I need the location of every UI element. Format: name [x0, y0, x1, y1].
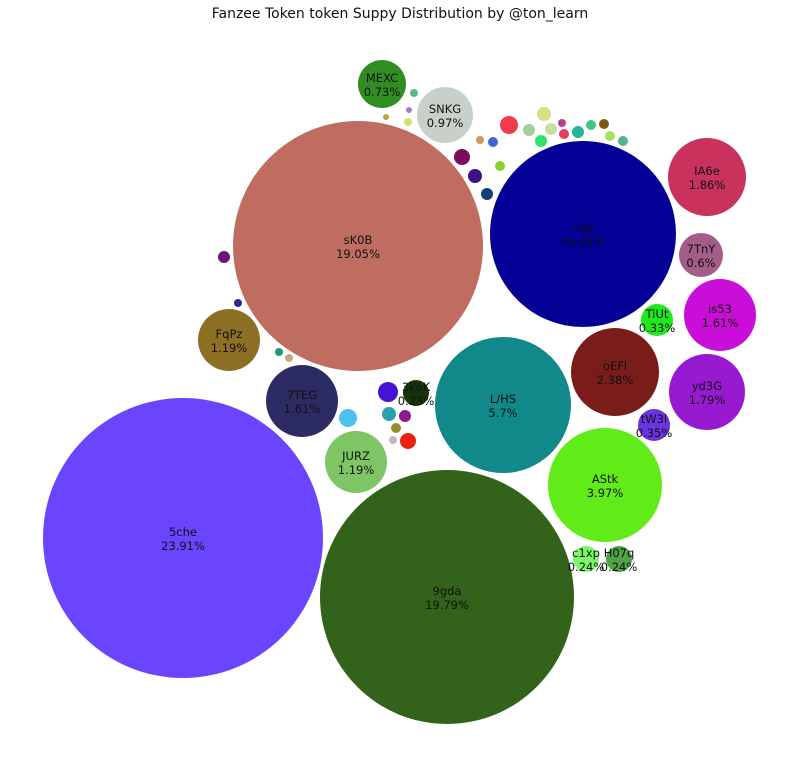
bubble-yd3g [669, 354, 745, 430]
bubble-value-label: 19.05% [336, 247, 380, 261]
bubble-name-label: FqPz [216, 327, 243, 341]
bubble-3kak [403, 380, 429, 406]
small-bubble [383, 114, 389, 120]
small-bubble [391, 423, 401, 433]
bubble-tiut [641, 304, 673, 336]
small-bubble [389, 436, 397, 444]
small-bubble [468, 169, 482, 183]
bubble-h07q [606, 546, 632, 572]
bubble-name-label: L/HS [490, 392, 516, 406]
small-bubble [382, 407, 396, 421]
bubble-name-label: c1xp [572, 546, 600, 560]
chart-title: Fanzee Token token Suppy Distribution by… [211, 6, 589, 22]
small-bubble [559, 129, 569, 139]
bubble-5che [43, 398, 323, 678]
bubble-value-label: 2.38% [597, 373, 634, 387]
bubble-sk0b [233, 121, 483, 371]
bubble-name-label: H07q [604, 546, 635, 560]
small-bubble [399, 410, 411, 422]
bubble-value-label: 0.97% [427, 116, 464, 130]
small-bubble [523, 124, 535, 136]
small-bubble [339, 409, 357, 427]
small-bubble [275, 348, 283, 356]
small-bubble [605, 131, 615, 141]
bubble-value-label: 1.19% [211, 341, 248, 355]
bubble-7tny [679, 233, 723, 277]
bubble-value-label: 23.91% [161, 539, 205, 553]
bubble-name-label: sK0B [344, 233, 373, 247]
bubble-name-label: 3kaK [402, 380, 431, 394]
small-bubble [500, 116, 518, 134]
bubble-value-label: 0.24% [601, 560, 638, 574]
small-bubble [404, 118, 412, 126]
small-bubble [218, 251, 230, 263]
bubble-name-label: i-0jl [572, 221, 593, 235]
small-bubble [488, 137, 498, 147]
small-bubble [378, 382, 398, 402]
bubble-name-label: 7TnY [687, 242, 717, 256]
bubble-9gda [320, 470, 574, 724]
bubble-tw3l [638, 409, 670, 441]
bubble-ia6e [668, 138, 746, 216]
small-bubble [481, 188, 493, 200]
bubble-value-label: 1.19% [338, 463, 375, 477]
bubble-value-label: 5.7% [488, 406, 517, 420]
bubble-name-label: TiUt [645, 307, 669, 321]
bubble-7teg [266, 365, 338, 437]
small-bubble [400, 433, 416, 449]
bubble-astk [548, 428, 662, 542]
small-bubble [586, 120, 596, 130]
small-bubble [234, 299, 242, 307]
bubble-value-label: 0.73% [364, 85, 401, 99]
bubble-jurz [325, 431, 387, 493]
bubble-name-label: 7TEG [287, 388, 318, 402]
small-bubble [599, 119, 609, 129]
small-bubble [495, 161, 505, 171]
bubble-value-label: 0.35% [636, 426, 673, 440]
bubble-value-label: 19.79% [425, 598, 469, 612]
bubble-is53 [684, 279, 756, 351]
bubble-fqpz [198, 309, 260, 371]
bubble-l-hs [435, 337, 571, 473]
bubble-value-label: 10.61% [561, 235, 605, 249]
bubble-value-label: 0.6% [686, 256, 715, 270]
bubble-value-label: 0.23% [398, 394, 435, 408]
bubble-value-label: 1.86% [689, 178, 726, 192]
bubble-value-label: 3.97% [587, 486, 624, 500]
bubble-c1xp [573, 546, 599, 572]
small-bubble [476, 136, 484, 144]
small-bubble [535, 135, 547, 147]
bubble-value-label: 0.33% [639, 321, 676, 335]
bubble-i-0jl [490, 141, 676, 327]
small-bubble [572, 126, 584, 138]
small-bubble [454, 149, 470, 165]
bubble-name-label: tW3l [641, 412, 667, 426]
small-bubble [618, 136, 628, 146]
bubble-name-label: IA6e [694, 164, 720, 178]
bubble-oefl [571, 328, 659, 416]
bubble-value-label: 1.61% [702, 316, 739, 330]
bubble-name-label: oEFl [603, 359, 627, 373]
bubble-value-label: 1.61% [284, 402, 321, 416]
small-bubble [285, 354, 293, 362]
small-bubble [558, 119, 566, 127]
bubble-name-label: 5che [169, 525, 197, 539]
bubble-name-label: is53 [708, 302, 732, 316]
bubble-name-label: AStk [592, 472, 619, 486]
bubble-name-label: yd3G [692, 379, 722, 393]
bubble-name-label: 9gda [433, 584, 462, 598]
bubble-name-label: MEXC [366, 71, 398, 85]
bubble-mexc [358, 60, 406, 108]
bubble-name-label: JURZ [341, 449, 370, 463]
small-bubble [545, 123, 557, 135]
bubble-value-label: 0.24% [568, 560, 605, 574]
small-bubble [410, 89, 418, 97]
small-bubble [406, 107, 412, 113]
bubble-snkg [417, 87, 473, 143]
bubble-name-label: SNKG [429, 102, 461, 116]
small-bubble [537, 107, 551, 121]
bubble-value-label: 1.79% [689, 393, 726, 407]
